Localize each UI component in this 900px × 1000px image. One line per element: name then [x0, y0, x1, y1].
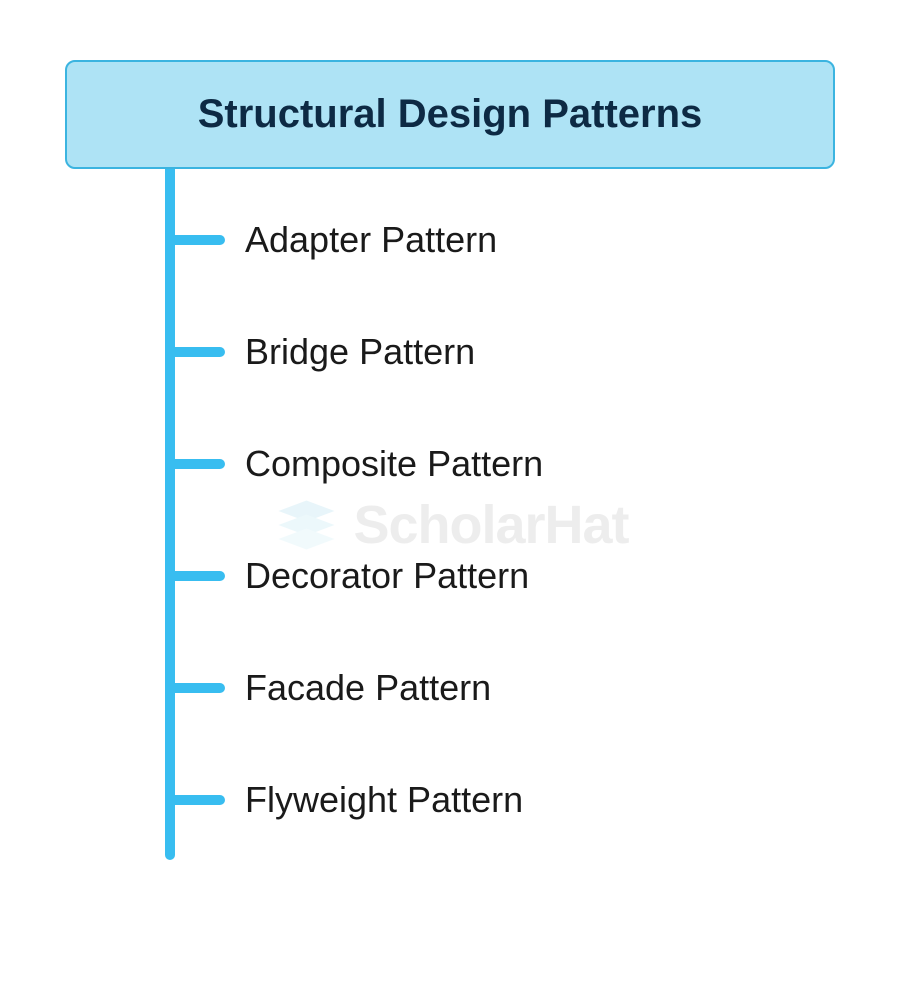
branch-tick [170, 235, 225, 245]
title-box: Structural Design Patterns [65, 60, 835, 169]
branch-tick [170, 459, 225, 469]
branch-tick [170, 571, 225, 581]
branch-list: Adapter Pattern Bridge Pattern Composite… [165, 169, 835, 821]
item-label: Facade Pattern [245, 667, 491, 709]
list-item: Decorator Pattern [165, 555, 835, 597]
item-label: Decorator Pattern [245, 555, 529, 597]
branch-tick [170, 683, 225, 693]
list-item: Composite Pattern [165, 443, 835, 485]
list-item: Adapter Pattern [165, 219, 835, 261]
list-item: Facade Pattern [165, 667, 835, 709]
tree-container: Adapter Pattern Bridge Pattern Composite… [165, 169, 835, 821]
item-label: Adapter Pattern [245, 219, 497, 261]
item-label: Composite Pattern [245, 443, 543, 485]
item-label: Flyweight Pattern [245, 779, 523, 821]
list-item: Flyweight Pattern [165, 779, 835, 821]
item-label: Bridge Pattern [245, 331, 475, 373]
branch-tick [170, 347, 225, 357]
diagram-title: Structural Design Patterns [87, 92, 813, 137]
branch-tick [170, 795, 225, 805]
list-item: Bridge Pattern [165, 331, 835, 373]
